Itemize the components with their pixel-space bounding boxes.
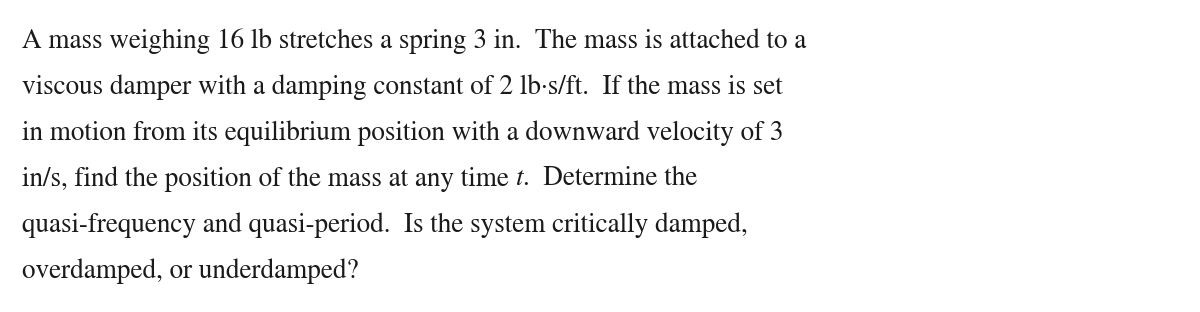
Text: t: t [516, 166, 523, 191]
Text: A mass weighing 16 lb stretches a spring 3 in.  The mass is attached to a: A mass weighing 16 lb stretches a spring… [22, 28, 806, 54]
Text: overdamped, or underdamped?: overdamped, or underdamped? [22, 258, 359, 284]
Text: .  Determine the: . Determine the [523, 166, 697, 191]
Text: in/s, find the position of the mass at any time: in/s, find the position of the mass at a… [22, 166, 516, 192]
Text: quasi-frequency and quasi-period.  Is the system critically damped,: quasi-frequency and quasi-period. Is the… [22, 212, 748, 238]
Text: in motion from its equilibrium position with a downward velocity of 3: in motion from its equilibrium position … [22, 120, 784, 146]
Text: viscous damper with a damping constant of 2 lb·s/ft.  If the mass is set: viscous damper with a damping constant o… [22, 74, 782, 100]
